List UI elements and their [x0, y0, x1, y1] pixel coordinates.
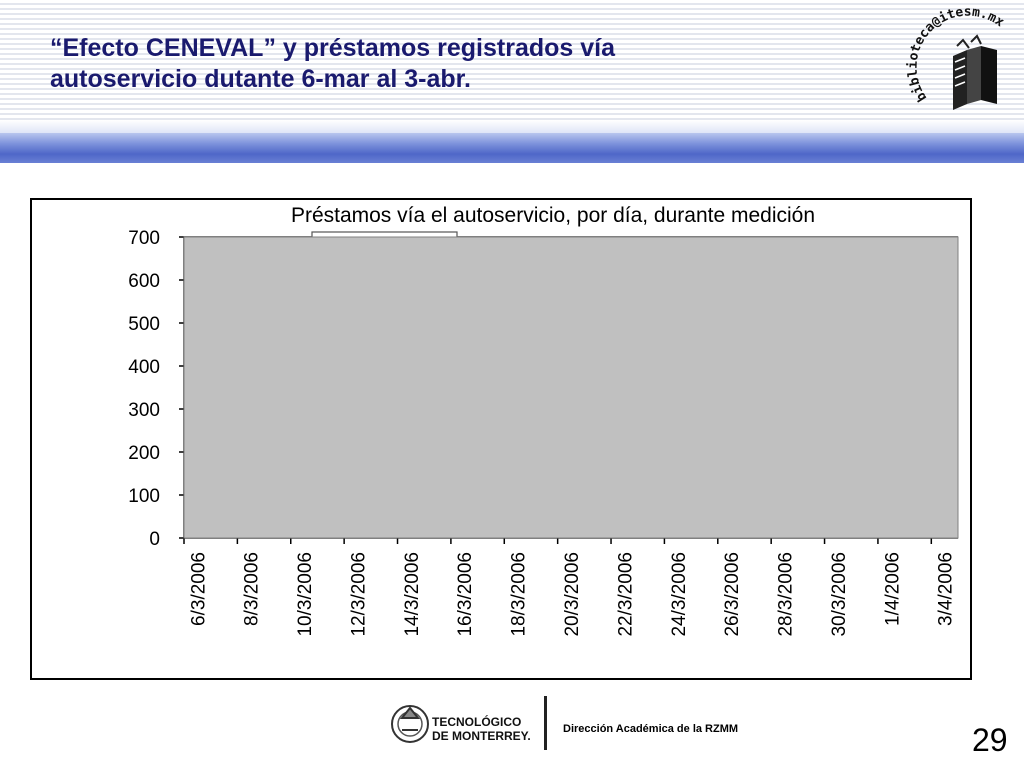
chart-title: Préstamos vía el autoservicio, por día, …: [291, 204, 815, 227]
x-tick-labels: 6/3/2006 8/3/2006 10/3/2006 12/3/2006 14/3/2…: [188, 552, 956, 637]
footer-department: Dirección Académica de la RZMM: [563, 723, 739, 735]
x-tick-label: 14/3/2006: [402, 552, 423, 637]
x-tick-label: 1/4/2006: [882, 552, 903, 626]
x-tick-label: 8/3/2006: [242, 552, 263, 626]
x-tick-label: 26/3/2006: [722, 552, 743, 637]
school-name-line1: TECNOLÓGICO: [432, 714, 521, 729]
y-tick-label: 500: [128, 314, 160, 335]
y-tick-label: 300: [128, 400, 160, 421]
y-tick-label: 100: [128, 486, 160, 507]
x-tick-label: 18/3/2006: [509, 552, 530, 637]
x-tick-label: 6/3/2006: [188, 552, 209, 626]
y-tick-label: 400: [128, 357, 160, 378]
y-tick-label: 600: [128, 271, 160, 292]
header-fade: [0, 120, 1024, 133]
books-icon: [953, 34, 997, 110]
x-tick-label: 30/3/2006: [829, 552, 850, 637]
chart-frame: Préstamos vía el autoservicio, por día, …: [30, 198, 972, 680]
y-tick-label: 700: [128, 228, 160, 249]
school-seal-icon: [391, 705, 429, 743]
x-tick-label: 20/3/2006: [562, 552, 583, 637]
x-tick-label: 28/3/2006: [776, 552, 797, 637]
chart-svg: Préstamos vía el autoservicio, por día, …: [128, 204, 959, 637]
slide-title: “Efecto CENEVAL” y préstamos registrados…: [50, 34, 615, 93]
x-tick-label: 10/3/2006: [295, 552, 316, 637]
y-tick-labels: 0 100 200 300 400 500 600 700: [128, 228, 160, 550]
library-logo: biblioteca@itesm.mx: [905, 5, 1015, 118]
y-tick-label: 0: [149, 529, 160, 550]
y-tick-label: 200: [128, 443, 160, 464]
x-tick-label: 16/3/2006: [455, 552, 476, 637]
school-logo: TECNOLÓGICO DE MONTERREY.: [388, 694, 538, 750]
header-band: [0, 0, 1024, 120]
page-number: 29: [972, 722, 1008, 758]
x-tick-label: 24/3/2006: [669, 552, 690, 637]
x-tick-label: 12/3/2006: [348, 552, 369, 637]
x-tick-label: 3/4/2006: [936, 552, 957, 626]
header-blue-bar: [0, 133, 1024, 163]
footer-divider: [544, 696, 547, 750]
school-name-line2: DE MONTERREY.: [432, 729, 531, 743]
plot-background: [183, 236, 959, 539]
x-tick-label: 22/3/2006: [615, 552, 636, 637]
